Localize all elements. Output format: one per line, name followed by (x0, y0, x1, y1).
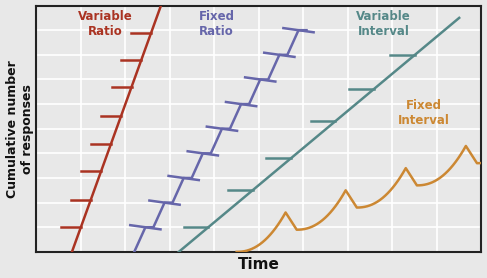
Text: Variable
Interval: Variable Interval (356, 11, 411, 38)
X-axis label: Time: Time (238, 257, 280, 272)
Text: Variable
Ratio: Variable Ratio (78, 11, 132, 38)
Y-axis label: Cumulative number
of responses: Cumulative number of responses (5, 60, 34, 198)
Text: Fixed
Ratio: Fixed Ratio (199, 11, 235, 38)
Text: Fixed
Interval: Fixed Interval (398, 99, 450, 127)
